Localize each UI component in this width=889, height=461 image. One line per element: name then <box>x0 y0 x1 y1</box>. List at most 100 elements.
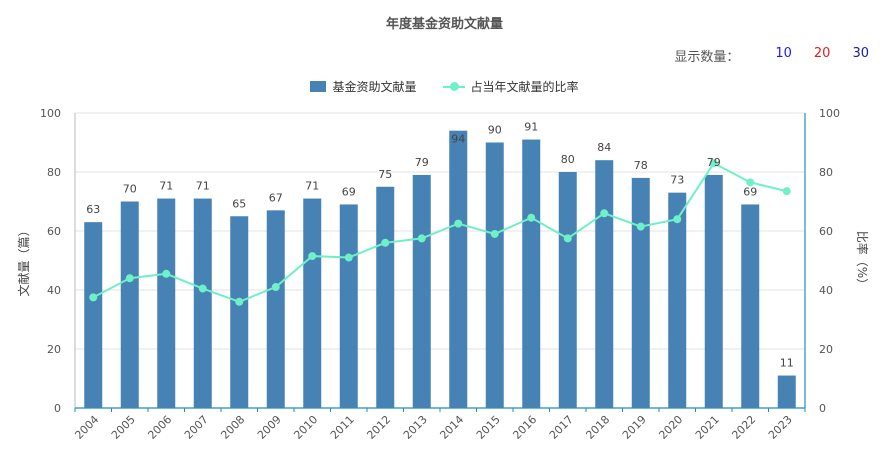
ratio-point <box>673 215 682 224</box>
x-tick-label: 2013 <box>401 413 430 442</box>
y-tick-label: 0 <box>54 402 61 415</box>
ratio-point <box>600 209 609 218</box>
x-tick-label: 2021 <box>693 413 722 442</box>
bar-value-label: 71 <box>196 180 210 193</box>
y-tick-label: 20 <box>47 343 61 356</box>
bar <box>631 177 650 408</box>
x-tick-label: 2020 <box>656 413 685 442</box>
legend-line-swatch-icon <box>442 81 465 92</box>
bar <box>668 192 687 408</box>
bar <box>303 198 322 408</box>
y-right-tick-label: 0 <box>819 402 826 415</box>
x-tick-label: 2009 <box>255 413 284 442</box>
bar <box>704 174 723 408</box>
ratio-point <box>527 213 536 222</box>
count-option-10[interactable]: 10 <box>775 46 792 61</box>
legend-bar-swatch-icon <box>310 81 327 92</box>
bar <box>376 186 395 408</box>
bar <box>412 174 431 408</box>
x-tick-label: 2015 <box>474 413 503 442</box>
bar <box>230 216 249 408</box>
bar-value-label: 69 <box>743 185 757 198</box>
ratio-point <box>271 283 280 292</box>
bar-value-label: 91 <box>524 121 538 134</box>
bar-value-label: 71 <box>159 180 173 193</box>
bar-value-label: 94 <box>451 133 465 146</box>
y-tick-label: 80 <box>47 166 61 179</box>
bar-value-label: 79 <box>415 156 429 169</box>
bar-value-label: 71 <box>305 180 319 193</box>
bar <box>120 201 139 408</box>
y-right-tick-label: 80 <box>819 166 833 179</box>
x-tick-label: 2019 <box>620 413 649 442</box>
ratio-line <box>92 161 787 303</box>
display-count-label: 显示数量： <box>674 50 740 65</box>
ratio-point <box>490 229 499 238</box>
ratio-point <box>417 234 426 243</box>
y-right-tick-label: 40 <box>819 284 833 297</box>
count-option-30[interactable]: 30 <box>852 46 869 61</box>
legend-bar-label: 基金资助文献量 <box>332 80 417 94</box>
y-tick-label: 100 <box>40 107 61 120</box>
y-tick-label: 60 <box>47 225 61 238</box>
ratio-point <box>162 269 171 278</box>
y-axis-title: 文献量（篇） <box>16 224 31 296</box>
ratio-point <box>454 219 463 228</box>
y-tick-label: 40 <box>47 284 61 297</box>
ratio-point <box>198 284 207 293</box>
bar <box>522 139 541 409</box>
bar <box>339 204 358 408</box>
x-tick-label: 2018 <box>583 413 612 442</box>
bar-value-label: 70 <box>123 183 137 196</box>
x-tick-label: 2014 <box>437 413 466 442</box>
ratio-point <box>709 159 718 168</box>
y-right-tick-label: 60 <box>819 225 833 238</box>
ratio-point <box>89 293 98 302</box>
ratio-point <box>782 187 791 196</box>
x-tick-label: 2005 <box>109 413 138 442</box>
bar <box>595 160 614 408</box>
x-tick-label: 2006 <box>145 413 174 442</box>
bar-value-label: 84 <box>597 141 611 154</box>
x-tick-label: 2011 <box>328 413 357 442</box>
x-tick-label: 2012 <box>364 413 393 442</box>
bar <box>741 204 760 408</box>
count-option-20[interactable]: 20 <box>813 46 831 61</box>
y-right-tick-label: 20 <box>819 343 833 356</box>
ratio-point <box>381 238 390 247</box>
chart-title: 年度基金资助文献量 <box>385 17 503 32</box>
x-tick-label: 2007 <box>182 413 211 442</box>
bar-value-label: 67 <box>269 191 283 204</box>
legend-line-label: 占当年文献量的比率 <box>470 80 579 94</box>
x-tick-label: 2008 <box>218 413 247 442</box>
y-right-tick-label: 100 <box>819 107 840 120</box>
bar-value-label: 63 <box>86 203 100 216</box>
x-tick-label: 2004 <box>72 413 101 442</box>
bar-value-label: 75 <box>378 168 392 181</box>
x-tick-label: 2022 <box>729 413 758 442</box>
bar-value-label: 73 <box>670 174 684 187</box>
legend-item-line[interactable]: 占当年文献量的比率 <box>442 78 579 95</box>
bar-value-label: 65 <box>232 197 246 210</box>
bar <box>558 172 577 408</box>
ratio-point <box>636 222 645 231</box>
bar <box>266 210 285 408</box>
legend-item-bar[interactable]: 基金资助文献量 <box>310 78 417 95</box>
x-tick-label: 2010 <box>291 413 320 442</box>
ratio-point <box>308 252 317 261</box>
bar-value-label: 80 <box>561 153 575 166</box>
bar-value-label: 11 <box>780 357 794 370</box>
bar <box>193 198 212 408</box>
x-tick-label: 2016 <box>510 413 539 442</box>
bar-value-label: 69 <box>342 185 356 198</box>
x-tick-label: 2017 <box>547 413 576 442</box>
bar <box>157 198 176 408</box>
x-tick-label: 2023 <box>766 413 795 442</box>
ratio-point <box>746 178 755 187</box>
display-count-selector: 显示数量： 10 20 30 <box>674 46 869 65</box>
bar <box>449 130 468 408</box>
ratio-point <box>125 274 134 283</box>
y-right-axis-title: 比率（%） <box>855 231 870 290</box>
ratio-point <box>344 253 353 262</box>
